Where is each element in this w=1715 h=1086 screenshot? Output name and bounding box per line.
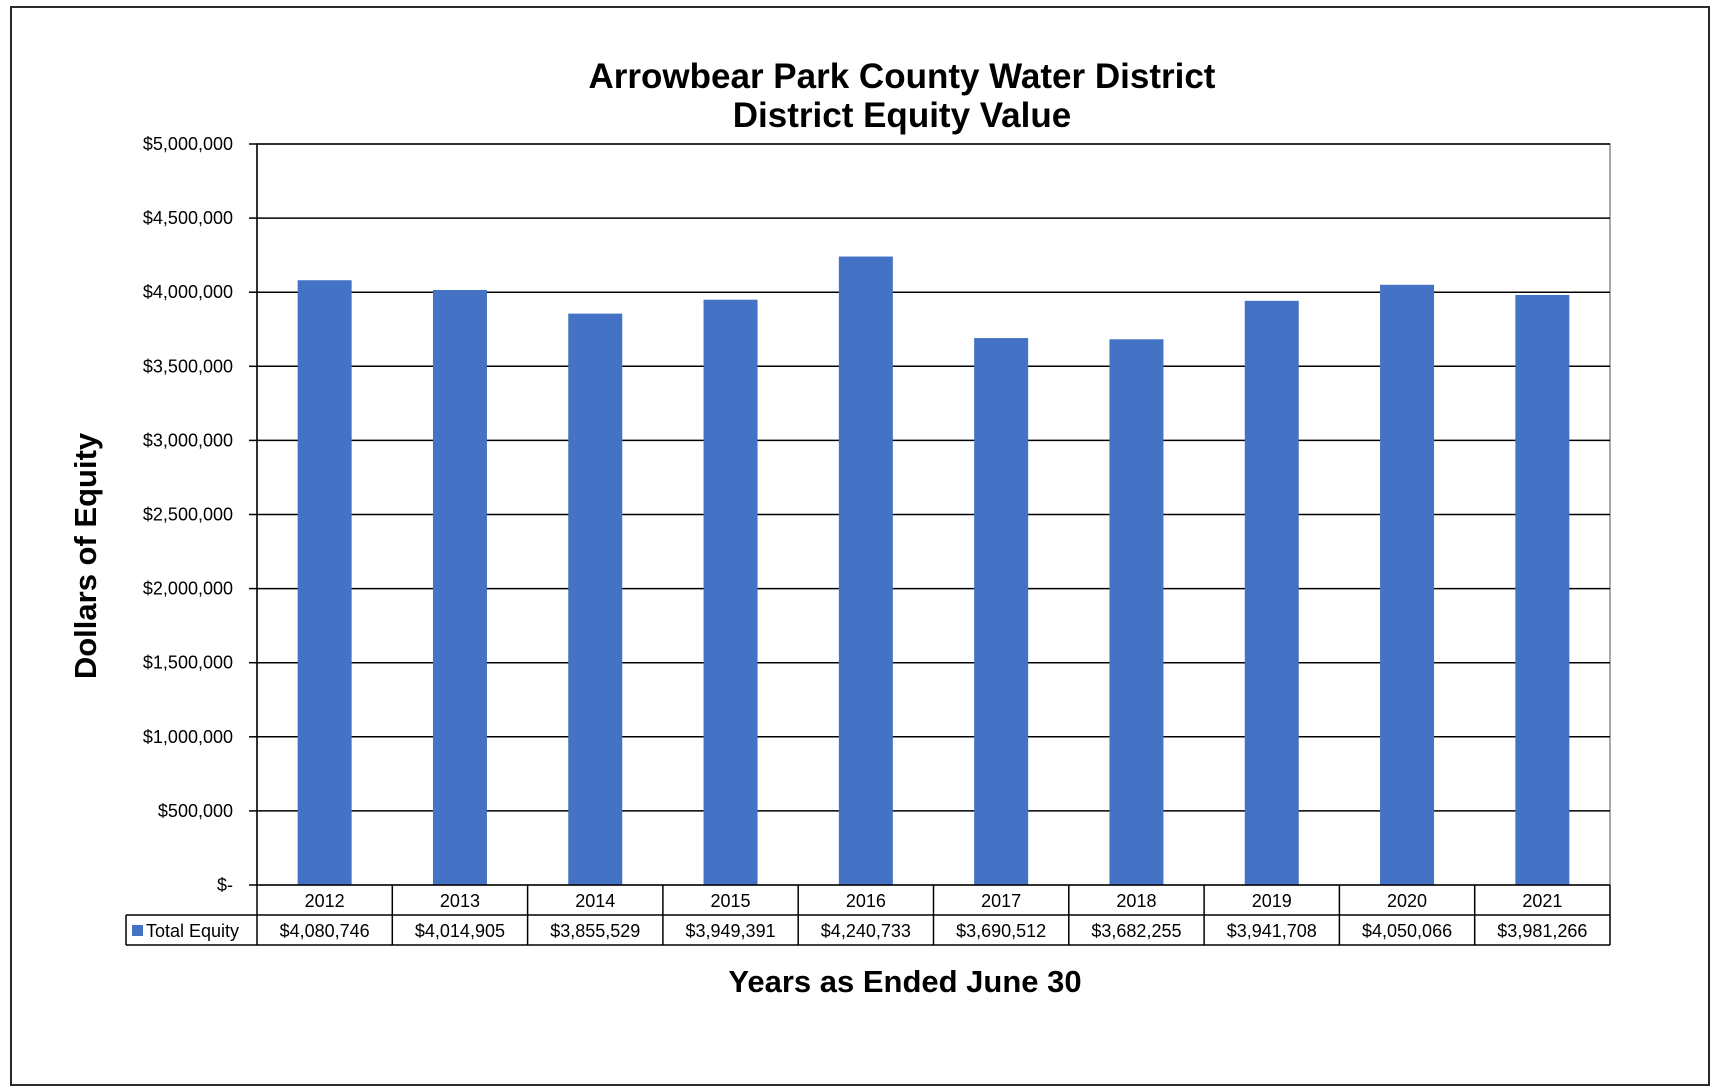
table-value: $3,981,266	[1497, 921, 1587, 941]
table-value: $4,080,746	[280, 921, 370, 941]
x-tick-label: 2013	[440, 891, 480, 911]
table-value: $3,690,512	[956, 921, 1046, 941]
table-value: $4,240,733	[821, 921, 911, 941]
bar	[838, 256, 893, 885]
x-tick-label: 2014	[575, 891, 615, 911]
table-value: $3,682,255	[1091, 921, 1181, 941]
bars	[297, 256, 1570, 886]
table-value: $3,941,708	[1227, 921, 1317, 941]
bar	[432, 289, 487, 885]
y-tick-label: $3,000,000	[143, 430, 233, 450]
table-value: $3,949,391	[686, 921, 776, 941]
y-axis-title: Dollars of Equity	[68, 432, 103, 679]
x-tick-label: 2015	[711, 891, 751, 911]
x-tick-label: 2016	[846, 891, 886, 911]
y-tick-label: $2,500,000	[143, 505, 233, 525]
bar	[974, 338, 1029, 885]
y-tick-label: $1,000,000	[143, 727, 233, 747]
bar	[568, 313, 623, 885]
x-tick-label: 2012	[305, 891, 345, 911]
x-axis-title: Years as Ended June 30	[728, 964, 1081, 999]
table-value: $3,855,529	[550, 921, 640, 941]
bar	[1515, 294, 1570, 885]
x-tick-label: 2021	[1522, 891, 1562, 911]
y-tick-label: $1,500,000	[143, 653, 233, 673]
y-tick-label: $500,000	[158, 801, 233, 821]
y-tick-label: $5,000,000	[143, 134, 233, 154]
bar	[703, 299, 758, 885]
y-tick-label: $4,000,000	[143, 282, 233, 302]
y-tick-label: $4,500,000	[143, 208, 233, 228]
bar	[1380, 284, 1435, 885]
data-table: Total Equity 2012 $4,080,746 2013 $4,014,905…	[125, 884, 1611, 946]
x-tick-label: 2020	[1387, 891, 1427, 911]
x-tick-label: 2019	[1252, 891, 1292, 911]
table-value: $4,014,905	[415, 921, 505, 941]
legend-label: Total Equity	[146, 921, 239, 941]
y-tick-label: $3,500,000	[143, 356, 233, 376]
y-tick-label: $-	[217, 875, 233, 895]
bar	[1109, 339, 1164, 885]
chart-title-line-2: District Equity Value	[733, 96, 1071, 135]
y-tick-labels: $- $500,000 $1,000,000 $1,500,000 $2,000,000…	[143, 134, 233, 895]
legend-key	[132, 925, 143, 936]
x-tick-label: 2017	[981, 891, 1021, 911]
table-value: $4,050,066	[1362, 921, 1452, 941]
x-tick-label: 2018	[1116, 891, 1156, 911]
bar	[1244, 300, 1299, 885]
chart-title-line-1: Arrowbear Park County Water District	[589, 57, 1216, 96]
bar	[297, 280, 352, 886]
y-tick-label: $2,000,000	[143, 579, 233, 599]
